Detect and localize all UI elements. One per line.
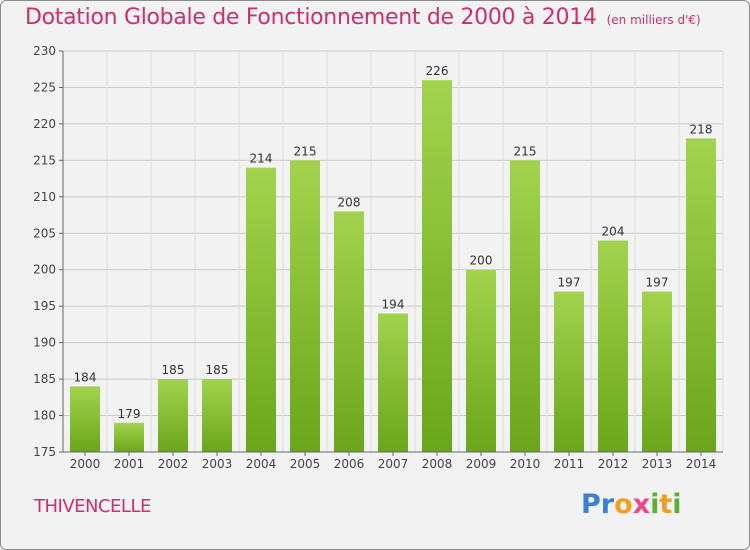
x-tick-label: 2012 [598, 457, 629, 471]
chart-title: Dotation Globale de Fonctionnement de 20… [25, 5, 701, 30]
x-tick-label: 2013 [642, 457, 673, 471]
data-label: 179 [118, 407, 141, 421]
bar-2003 [202, 379, 232, 452]
bar-2001 [114, 422, 144, 452]
data-label: 204 [602, 225, 625, 239]
x-tick-label: 2003 [202, 457, 233, 471]
proxiti-logo: Proxiti [581, 489, 682, 520]
data-label: 226 [426, 64, 449, 78]
data-label: 214 [250, 152, 273, 166]
data-label: 218 [690, 122, 713, 136]
bar-2010 [510, 160, 540, 452]
data-label: 197 [558, 276, 581, 290]
data-label: 184 [74, 370, 97, 384]
bar-2002 [158, 379, 188, 452]
bar-2000 [70, 386, 100, 452]
bar-2011 [554, 291, 584, 452]
bar-2009 [466, 269, 496, 452]
commune-name: THIVENCELLE [34, 496, 151, 517]
x-tick-label: 2006 [334, 457, 365, 471]
y-tick-label: 200 [33, 263, 56, 277]
y-tick-label: 225 [33, 80, 56, 94]
data-label: 194 [382, 297, 405, 311]
data-label: 185 [206, 363, 229, 377]
data-label: 197 [646, 276, 669, 290]
y-tick-label: 215 [33, 153, 56, 167]
bar-2006 [334, 211, 364, 452]
x-tick-label: 2000 [70, 457, 101, 471]
y-tick-label: 195 [33, 299, 56, 313]
bar-2005 [290, 160, 320, 452]
x-tick-label: 2007 [378, 457, 409, 471]
y-tick-label: 190 [33, 336, 56, 350]
data-label: 200 [470, 254, 493, 268]
bar-2014 [686, 138, 716, 452]
y-tick-label: 220 [33, 117, 56, 131]
chart-title-text: Dotation Globale de Fonctionnement de 20… [25, 5, 597, 30]
x-tick-label: 2004 [246, 457, 277, 471]
x-tick-label: 2005 [290, 457, 321, 471]
x-tick-label: 2009 [466, 457, 497, 471]
y-tick-label: 175 [33, 445, 56, 459]
y-tick-label: 205 [33, 226, 56, 240]
y-tick-label: 185 [33, 372, 56, 386]
x-tick-label: 2010 [510, 457, 541, 471]
x-tick-label: 2014 [686, 457, 717, 471]
bar-2004 [246, 167, 276, 452]
x-tick-label: 2001 [114, 457, 145, 471]
bar-2013 [642, 291, 672, 452]
chart-subtitle: (en milliers d'€) [606, 13, 701, 27]
bars: 184 179 185 185 214 215 208 194 226 200 215 197 204 1… [70, 64, 716, 452]
bar-2007 [378, 313, 408, 452]
bar-2012 [598, 240, 628, 452]
x-tick-label: 2008 [422, 457, 453, 471]
data-label: 208 [338, 195, 361, 209]
x-tick-label: 2011 [554, 457, 585, 471]
y-tick-label: 230 [33, 44, 56, 58]
axes: 175 180 185 190 195 200 205 210 215 220 225 230 2000… [33, 44, 723, 471]
data-label: 215 [294, 144, 317, 158]
y-tick-label: 210 [33, 190, 56, 204]
data-label: 215 [514, 144, 537, 158]
data-label: 185 [162, 363, 185, 377]
y-tick-label: 180 [33, 409, 56, 423]
x-tick-label: 2002 [158, 457, 189, 471]
bar-2008 [422, 80, 452, 452]
